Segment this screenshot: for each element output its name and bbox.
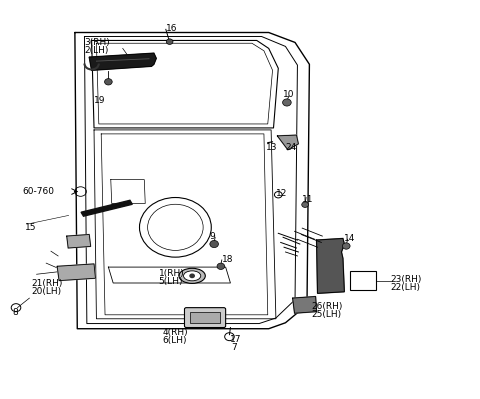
Text: 9: 9 — [209, 231, 215, 241]
Text: 6(LH): 6(LH) — [162, 336, 187, 345]
Ellipse shape — [179, 268, 205, 283]
Polygon shape — [67, 235, 91, 248]
Circle shape — [302, 202, 309, 207]
Text: 25(LH): 25(LH) — [312, 310, 342, 318]
Text: 2(LH): 2(LH) — [84, 46, 109, 55]
Text: 21(RH): 21(RH) — [32, 279, 63, 288]
Ellipse shape — [183, 271, 201, 281]
Text: 8: 8 — [12, 308, 18, 317]
Text: 11: 11 — [302, 195, 314, 204]
Text: 12: 12 — [276, 189, 287, 198]
Circle shape — [210, 241, 218, 248]
Text: 15: 15 — [24, 223, 36, 232]
Bar — [350, 271, 376, 290]
Text: 60-760: 60-760 — [22, 187, 54, 196]
Polygon shape — [89, 53, 156, 70]
Text: 26(RH): 26(RH) — [312, 302, 343, 310]
Circle shape — [189, 273, 195, 278]
Text: 20(LH): 20(LH) — [32, 287, 62, 296]
Polygon shape — [81, 200, 132, 216]
Text: 24: 24 — [286, 142, 297, 152]
Polygon shape — [57, 264, 96, 280]
Polygon shape — [317, 239, 344, 293]
Text: 5(LH): 5(LH) — [158, 277, 183, 286]
Circle shape — [217, 263, 225, 269]
Circle shape — [166, 39, 173, 44]
Text: 1(RH): 1(RH) — [158, 269, 184, 278]
Text: 14: 14 — [344, 234, 356, 243]
Text: 23(RH): 23(RH) — [391, 275, 422, 284]
Text: 16: 16 — [166, 24, 177, 33]
Text: 17: 17 — [229, 335, 241, 344]
Text: 7: 7 — [231, 343, 237, 352]
Text: 3(RH): 3(RH) — [84, 38, 110, 47]
Text: 19: 19 — [94, 97, 106, 105]
Text: 10: 10 — [283, 90, 295, 99]
Circle shape — [105, 79, 112, 85]
Text: 4(RH): 4(RH) — [162, 328, 188, 337]
Text: 18: 18 — [222, 255, 233, 264]
Circle shape — [342, 243, 350, 249]
Text: 22(LH): 22(LH) — [391, 283, 421, 292]
Text: 13: 13 — [266, 142, 278, 152]
FancyBboxPatch shape — [184, 308, 226, 328]
Circle shape — [283, 99, 291, 106]
Polygon shape — [277, 135, 299, 150]
Bar — [190, 312, 220, 323]
Polygon shape — [293, 296, 317, 313]
